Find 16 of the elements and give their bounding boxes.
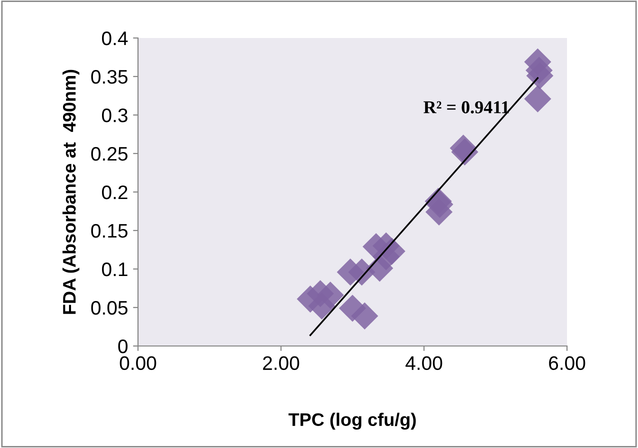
- x-tick-label: 6.00: [549, 356, 586, 370]
- y-axis-title: FDA (Absorbance at 490nm): [62, 70, 80, 314]
- y-tick-label: 0: [118, 339, 128, 354]
- y-tick-label: 0.1: [102, 262, 128, 276]
- y-tick-label: 0.05: [91, 300, 128, 315]
- x-tick-label: 4.00: [406, 356, 442, 370]
- y-tick-label: 0.2: [102, 185, 128, 200]
- y-tick-label: 0.3: [102, 108, 128, 122]
- y-tick-label: 0.4: [102, 31, 128, 46]
- x-tick-label: 0.00: [120, 356, 156, 370]
- annotation: R² = 0.9411: [424, 101, 509, 114]
- y-tick-label: 0.25: [91, 146, 128, 161]
- x-tick-label: 2.00: [263, 356, 300, 370]
- y-tick-label: 0.15: [91, 224, 128, 238]
- y-tick-label: 0.35: [91, 70, 128, 84]
- x-axis-title: TPC (log cfu/g): [288, 412, 416, 430]
